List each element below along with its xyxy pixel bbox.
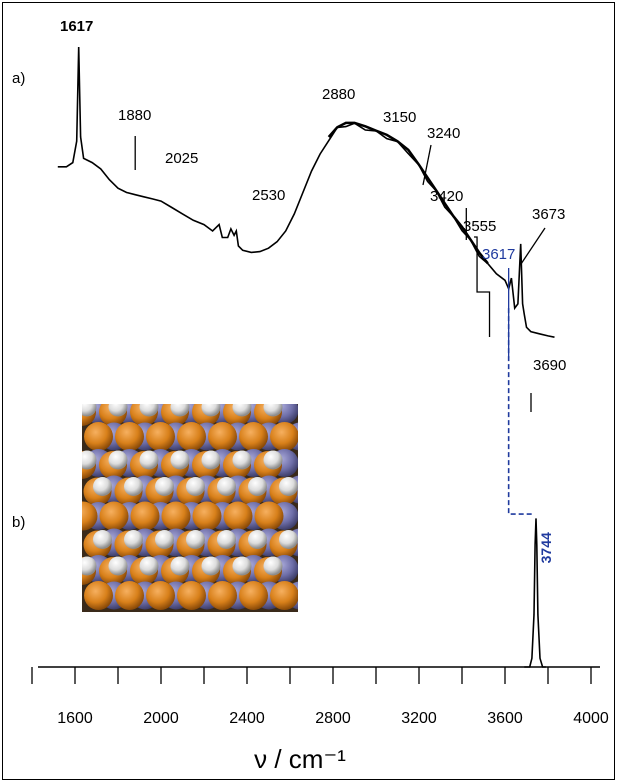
peak-leader-line bbox=[520, 227, 546, 265]
atom-orange bbox=[130, 501, 160, 531]
peak-leader-line bbox=[474, 236, 491, 337]
peak-label: 3617 bbox=[482, 246, 515, 263]
atom-hydrogen bbox=[232, 556, 252, 576]
atom-orange bbox=[239, 581, 268, 610]
atom-orange bbox=[177, 581, 206, 610]
atom-hydrogen bbox=[93, 530, 112, 549]
atom-hydrogen bbox=[217, 477, 236, 496]
x-tick-label: 2000 bbox=[143, 710, 179, 727]
atom-hydrogen bbox=[201, 556, 221, 576]
peak-label: 1617 bbox=[60, 18, 93, 35]
atom-hydrogen bbox=[139, 404, 159, 417]
x-tick-label: 2400 bbox=[229, 710, 265, 727]
atom-hydrogen bbox=[217, 530, 236, 549]
atom-orange bbox=[177, 422, 206, 451]
atom-hydrogen bbox=[248, 530, 267, 549]
peak-label: 3240 bbox=[427, 125, 460, 142]
peak-label: 3420 bbox=[430, 188, 463, 205]
peak-label: 1880 bbox=[118, 107, 151, 124]
atom-orange bbox=[161, 501, 191, 531]
atom-orange bbox=[99, 501, 129, 531]
atom-hydrogen bbox=[186, 477, 205, 496]
atom-hydrogen bbox=[139, 556, 159, 576]
atom-hydrogen bbox=[263, 404, 283, 417]
x-axis-label: ν / cm⁻¹ bbox=[254, 744, 346, 774]
atom-hydrogen bbox=[108, 450, 128, 470]
atom-hydrogen bbox=[82, 450, 97, 470]
atom-orange bbox=[84, 422, 113, 451]
peak-label: 2025 bbox=[165, 150, 198, 167]
atom-hydrogen bbox=[201, 404, 221, 417]
series-calculated bbox=[524, 518, 546, 668]
series-group bbox=[57, 46, 555, 668]
peak-label: 3744 bbox=[538, 532, 554, 563]
peak-leader-line bbox=[422, 144, 432, 186]
atom-hydrogen bbox=[170, 450, 190, 470]
atom-hydrogen bbox=[186, 530, 205, 549]
atom-orange bbox=[115, 422, 144, 451]
atom-hydrogen bbox=[263, 450, 283, 470]
atom-hydrogen bbox=[170, 556, 190, 576]
peak-label: 3690 bbox=[533, 357, 566, 374]
atom-hydrogen bbox=[155, 530, 174, 549]
atom-orange bbox=[270, 422, 298, 451]
x-axis: 1600 2000 2400 2800 3200 3600 4000 bbox=[31, 666, 609, 727]
atom-orange bbox=[84, 581, 113, 610]
atom-hydrogen bbox=[279, 530, 298, 549]
series-experimental-noise-band bbox=[327, 121, 489, 265]
x-tick-label: 4000 bbox=[573, 710, 609, 727]
atom-orange bbox=[115, 581, 144, 610]
surface-structure-inset bbox=[82, 404, 298, 612]
atom-hydrogen bbox=[155, 477, 174, 496]
atom-orange bbox=[270, 581, 298, 610]
atom-orange bbox=[208, 422, 237, 451]
atom-hydrogen bbox=[139, 450, 159, 470]
atom-orange bbox=[146, 422, 175, 451]
atom-hydrogen bbox=[108, 404, 128, 417]
atom-orange bbox=[239, 422, 268, 451]
atom-orange bbox=[146, 581, 175, 610]
x-tick-label: 1600 bbox=[57, 710, 93, 727]
atom-hydrogen bbox=[124, 530, 143, 549]
atom-hydrogen bbox=[263, 556, 283, 576]
peak-label: 3673 bbox=[532, 206, 565, 223]
panel-label-a: a) bbox=[12, 70, 25, 87]
panel-label-b: b) bbox=[12, 514, 25, 531]
atom-orange bbox=[254, 501, 284, 531]
atom-hydrogen bbox=[232, 450, 252, 470]
atom-hydrogen bbox=[232, 404, 252, 417]
x-tick-label: 3200 bbox=[401, 710, 437, 727]
atom-orange bbox=[223, 501, 253, 531]
atom-hydrogen bbox=[82, 404, 97, 417]
atom-hydrogen bbox=[108, 556, 128, 576]
atom-hydrogen bbox=[82, 556, 97, 576]
atom-orange bbox=[82, 501, 98, 531]
peak-label: 2880 bbox=[322, 86, 355, 103]
atom-hydrogen bbox=[201, 450, 221, 470]
atom-hydrogen bbox=[248, 477, 267, 496]
x-tick-label: 2800 bbox=[315, 710, 351, 727]
peak-label: 3555 bbox=[463, 218, 496, 235]
atom-orange bbox=[192, 501, 222, 531]
atom-hydrogen bbox=[124, 477, 143, 496]
atom-hydrogen bbox=[279, 477, 298, 496]
peak-label: 2530 bbox=[252, 187, 285, 204]
series-experimental bbox=[57, 46, 555, 338]
peak-label: 3150 bbox=[383, 109, 416, 126]
atom-orange bbox=[208, 581, 237, 610]
atom-hydrogen bbox=[170, 404, 190, 417]
atom-hydrogen bbox=[93, 477, 112, 496]
x-tick-label: 3600 bbox=[487, 710, 523, 727]
correlation-dashed-line bbox=[507, 308, 535, 515]
